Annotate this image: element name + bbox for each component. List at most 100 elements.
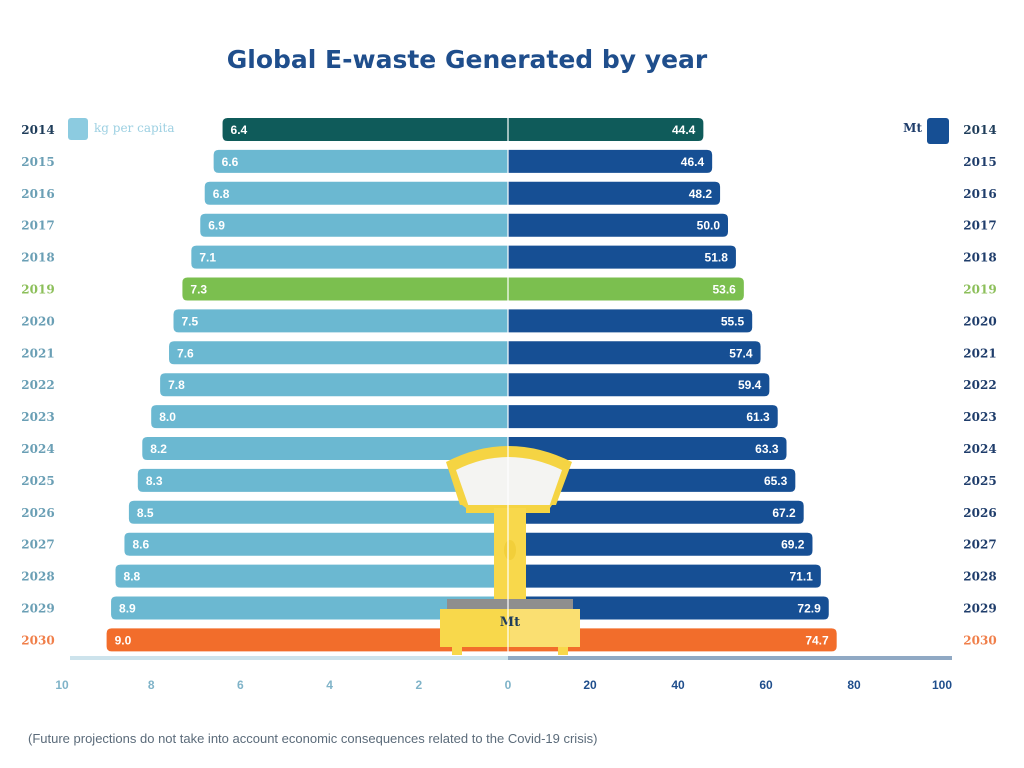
year-label-left-2025: 2025 [21,474,54,488]
data-label-mt-2021: 57.4 [729,346,753,360]
year-label-left-2030: 2030 [21,633,54,647]
year-label-left-2014: 2014 [21,123,54,137]
bar-mt-2020 [508,309,753,333]
data-label-kg-per-capita-2020: 7.5 [182,314,199,328]
year-label-right-2021: 2021 [963,346,996,360]
year-label-left-2020: 2020 [21,314,54,328]
data-label-kg-per-capita-2021: 7.6 [177,346,194,360]
year-label-left-2028: 2028 [21,570,54,584]
bar-kg-per-capita-2021 [169,341,509,365]
bar-kg-per-capita-2022 [160,373,508,397]
bar-mt-2024 [508,437,787,460]
legend-mt: Mt [903,118,949,144]
data-label-kg-per-capita-2017: 6.9 [208,219,225,233]
bar-kg-per-capita-2016 [204,181,508,205]
tick-right-20: 20 [583,678,597,692]
year-label-left-2024: 2024 [21,442,54,456]
year-label-left-2027: 2027 [21,538,54,552]
left-axis-line [70,656,508,660]
legend-swatch-kg-per-capita [68,118,88,140]
year-label-left-2019: 2019 [21,283,54,297]
bar-mt-2017 [508,213,728,237]
bar-mt-2016 [508,181,721,205]
year-label-left-2018: 2018 [21,251,54,265]
legend-swatch-mt [927,118,949,144]
bar-kg-per-capita-2024 [142,437,508,460]
year-label-right-2019: 2019 [963,283,996,297]
year-label-left-2015: 2015 [21,155,54,169]
data-label-mt-2020: 55.5 [721,314,745,328]
data-label-kg-per-capita-2027: 8.6 [132,538,149,552]
bar-mt-2014 [508,118,704,141]
bar-kg-per-capita-2019 [182,277,509,301]
year-label-right-2028: 2028 [963,570,996,584]
bars-group: 6.4 44.4 2014 2014 6.6 46.4 2015 2015 6.8 48.2 201… [21,118,997,652]
year-label-right-2018: 2018 [963,251,996,265]
bar-kg-per-capita-2018 [191,245,508,269]
scale-stem-knob [504,540,516,560]
bar-kg-per-capita-2015 [213,149,508,173]
year-label-left-2026: 2026 [21,506,54,520]
bar-kg-per-capita-2028 [115,564,509,588]
data-label-kg-per-capita-2030: 9.0 [115,633,132,647]
data-label-mt-2027: 69.2 [781,538,805,552]
year-label-left-2016: 2016 [21,187,54,201]
year-label-right-2030: 2030 [963,633,996,647]
tick-left-10: 10 [55,678,69,692]
data-label-kg-per-capita-2014: 6.4 [231,123,248,137]
bar-mt-2022 [508,373,770,397]
bar-kg-per-capita-2014 [222,118,508,141]
data-label-mt-2025: 65.3 [764,474,788,488]
tick-left-8: 8 [148,678,155,692]
year-label-right-2014: 2014 [963,123,996,137]
tick-right-40: 40 [671,678,685,692]
bar-mt-2023 [508,405,778,429]
footnote: (Future projections do not take into acc… [28,731,597,746]
data-label-mt-2016: 48.2 [689,187,713,201]
year-label-right-2017: 2017 [963,219,996,233]
data-label-kg-per-capita-2026: 8.5 [137,506,154,520]
year-label-right-2023: 2023 [963,410,996,424]
bar-kg-per-capita-2020 [173,309,508,333]
scale-dial-face [456,457,562,510]
data-label-mt-2029: 72.9 [797,602,821,616]
tick-left-4: 4 [326,678,333,692]
data-label-mt-2014: 44.4 [672,123,696,137]
year-label-right-2022: 2022 [963,378,996,392]
bar-mt-2018 [508,245,736,269]
chart-title: Global E-waste Generated by year [227,45,708,74]
bar-mt-2028 [508,564,821,588]
bar-mt-2026 [508,500,804,524]
bar-kg-per-capita-2029 [111,596,508,620]
year-label-right-2029: 2029 [963,602,996,616]
data-label-kg-per-capita-2024: 8.2 [150,442,167,456]
bar-mt-2015 [508,149,713,173]
scale-plate [447,599,573,609]
tick-right-60: 60 [759,678,773,692]
bar-mt-2029 [508,596,829,620]
year-label-right-2027: 2027 [963,538,996,552]
data-label-kg-per-capita-2029: 8.9 [119,602,136,616]
data-label-kg-per-capita-2015: 6.6 [222,155,239,169]
bar-mt-2025 [508,468,796,492]
legend-kg-per-capita: kg per capita [68,118,174,140]
bar-kg-per-capita-2030 [106,628,508,652]
bar-mt-2021 [508,341,761,365]
scale-foot-left [452,647,462,655]
year-label-right-2024: 2024 [963,442,996,456]
data-label-mt-2030: 74.7 [805,633,829,647]
data-label-mt-2028: 71.1 [789,570,813,584]
tick-left-0: 0 [505,678,512,692]
year-label-right-2025: 2025 [963,474,996,488]
legend-label-kg-per-capita: kg per capita [94,121,174,135]
bar-mt-2030 [508,628,837,652]
year-label-left-2021: 2021 [21,346,54,360]
weighing-scale-illustration: Mt [440,446,580,655]
year-label-right-2016: 2016 [963,187,996,201]
legend-label-mt: Mt [903,121,922,135]
year-label-left-2022: 2022 [21,378,54,392]
year-label-right-2020: 2020 [963,314,996,328]
right-axis-line [508,656,952,660]
axes-group [70,656,952,660]
